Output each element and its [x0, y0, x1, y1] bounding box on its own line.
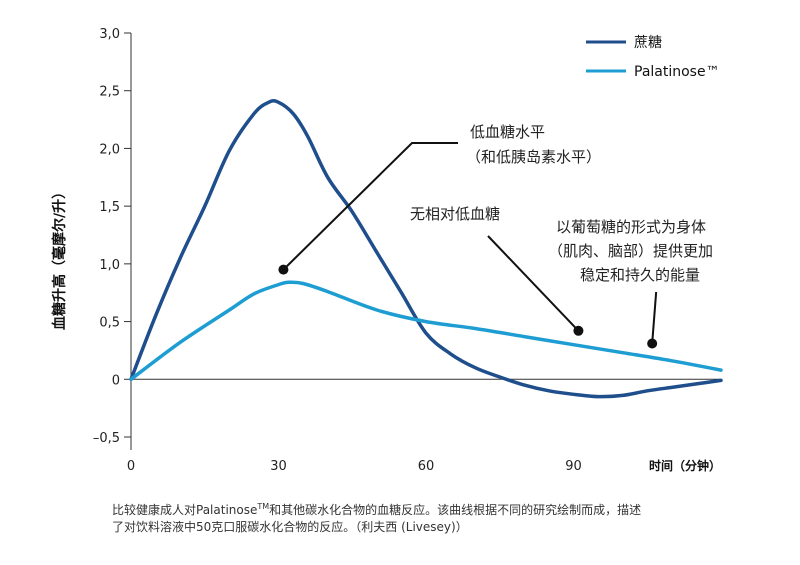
y-tick-label: 1,0 — [99, 258, 120, 273]
annotation-no-hypo-line1: 无相对低血糖 — [410, 205, 500, 223]
annotation-energy-line2: （肌肉、脑部）提供更加 — [548, 242, 713, 260]
y-tick-label: 2,0 — [99, 142, 120, 157]
series-line-sucrose — [129, 99, 723, 399]
y-tick-label: 3,0 — [99, 27, 120, 42]
annotation-energy-line3: 稳定和持久的能量 — [580, 266, 700, 284]
y-tick-label: 1,5 — [99, 200, 120, 215]
y-tick-group: 3,0 2,5 2,0 1,5 1,0 0,5 0 –0,5 — [93, 27, 131, 446]
x-axis-label: 时间（分钟） — [649, 458, 721, 473]
caption-trademark: TM — [257, 502, 270, 511]
series-line-palatinose — [129, 280, 723, 382]
legend-label-palatinose: Palatinose™ — [634, 64, 720, 80]
annotation-leader-low-glucose — [282, 142, 458, 271]
caption-line2: 了对饮料溶液中50克口服碳水化合物的反应。（利夫西 (Livesey)） — [112, 520, 468, 534]
caption-line1-end: 和其他碳水化合物的血糖反应。该曲线根据不同的研究绘制而成，描述 — [269, 503, 642, 517]
legend-label-sucrose: 蔗糖 — [634, 35, 662, 51]
annotation-low-glucose-line1: 低血糖水平 — [470, 123, 545, 141]
annotation-dot-no-hypo — [573, 325, 584, 336]
x-tick-label: 0 — [127, 459, 135, 474]
x-tick-label: 60 — [418, 459, 435, 474]
annotation-low-glucose-line2: （和低胰岛素水平） — [466, 148, 601, 166]
y-tick-label: 0,5 — [99, 316, 120, 331]
annotation-dot-energy — [647, 338, 658, 349]
annotation-dot-low-glucose — [278, 264, 289, 275]
y-tick-label: 0 — [112, 373, 120, 388]
x-tick-label: 90 — [565, 459, 582, 474]
annotation-group: 低血糖水平 （和低胰岛素水平） 无相对低血糖 以葡萄糖的形式为身体 （肌肉、脑部… — [278, 123, 713, 349]
y-tick-label: 2,5 — [99, 85, 120, 100]
figure-caption: 比较健康成人对PalatinoseTM和其他碳水化合物的血糖反应。该曲线根据不同… — [112, 498, 752, 536]
x-tick-group: 0 30 60 90 — [127, 459, 582, 474]
legend: 蔗糖 Palatinose™ — [586, 35, 720, 80]
annotation-leader-energy — [651, 291, 658, 344]
x-tick-label: 30 — [270, 459, 287, 474]
blood-glucose-chart: 3,0 2,5 2,0 1,5 1,0 0,5 0 –0,5 0 30 60 90 血糖升高（毫摩尔… — [51, 27, 723, 474]
y-tick-label: –0,5 — [93, 431, 120, 446]
series-group — [129, 99, 723, 399]
caption-line1-start: 比较健康成人对Palatinose — [112, 503, 258, 517]
annotation-energy-line1: 以葡萄糖的形式为身体 — [556, 218, 706, 236]
annotation-leader-no-hypo — [487, 235, 580, 332]
y-axis-label: 血糖升高（毫摩尔/升） — [51, 185, 68, 330]
